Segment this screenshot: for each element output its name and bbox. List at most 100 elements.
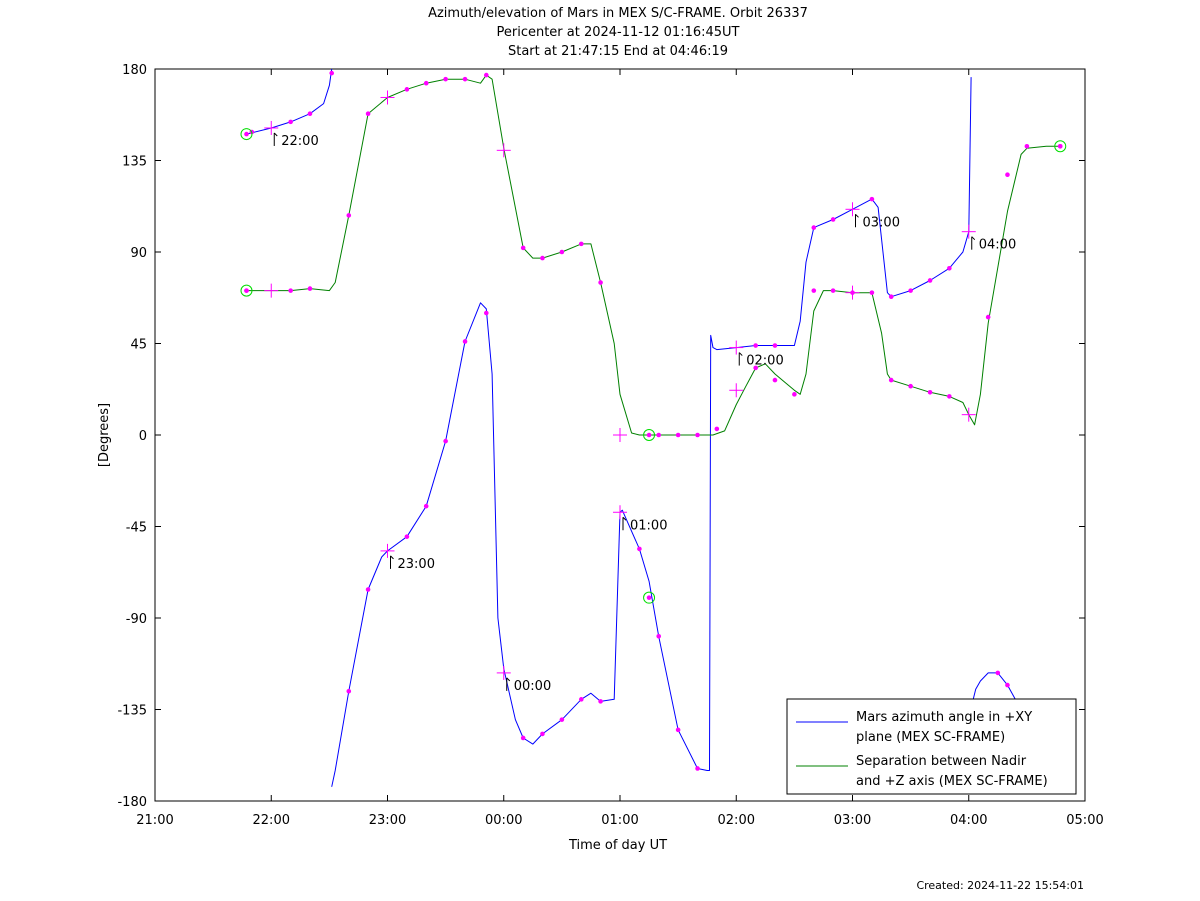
data-point-marker <box>656 432 662 438</box>
data-point-marker <box>484 310 489 316</box>
x-tick-label: 23:00 <box>369 813 406 828</box>
event-circle-center <box>244 288 249 293</box>
hour-label: 22:00 <box>281 134 318 149</box>
legend-box <box>786 698 1077 795</box>
data-point-marker <box>578 697 584 702</box>
y-tick-label: 180 <box>122 63 147 78</box>
y-tick-label: 90 <box>130 246 147 261</box>
separation-series-line <box>246 74 1061 436</box>
created-timestamp: Created: 2024-11-22 15:54:01 <box>916 879 1084 892</box>
data-point-marker <box>346 213 352 218</box>
data-point-marker <box>346 688 352 694</box>
data-point-marker <box>484 72 489 78</box>
data-point-marker <box>1005 172 1010 178</box>
axis-layer: 21:00 22:00 23:00 00:00 01:00 02:00 03:00 04:00… <box>117 63 1103 828</box>
data-point-marker <box>462 339 468 344</box>
hour-label: 00:00 <box>514 679 551 694</box>
data-point-marker <box>695 766 700 771</box>
data-point-marker <box>423 80 429 86</box>
data-point-marker <box>753 343 758 348</box>
hour-label-pointer-head <box>738 352 743 356</box>
x-tick-label: 03:00 <box>834 813 871 828</box>
hour-label: 03:00 <box>863 215 900 230</box>
data-point-marker <box>329 70 335 76</box>
hour-label-pointer-head <box>390 555 394 560</box>
data-point-marker <box>811 288 817 293</box>
data-point-marker <box>869 196 875 202</box>
y-tick-label: -90 <box>126 612 147 627</box>
data-point-marker <box>520 735 526 741</box>
y-tick-label: 0 <box>139 429 147 444</box>
legend-label-azimuth-line-1: Mars azimuth angle in +XY <box>856 710 1032 725</box>
data-point-marker <box>811 225 817 230</box>
data-point-marker <box>365 587 371 592</box>
x-tick-label: 01:00 <box>601 813 638 828</box>
data-point-marker <box>559 249 565 255</box>
x-tick-label: 04:00 <box>950 813 987 828</box>
data-point-marker <box>908 383 913 389</box>
legend-label-separation-line-2: and +Z axis (MEX SC-FRAME) <box>856 774 1048 789</box>
chart-title-line-2: Pericenter at 2024-11-12 01:16:45UT <box>496 25 739 40</box>
data-point-marker <box>675 432 681 438</box>
hour-label: 01:00 <box>630 518 667 533</box>
chart-title-line-3: Start at 21:47:15 End at 04:46:19 <box>508 44 728 59</box>
event-circle-center <box>646 595 652 600</box>
data-point-marker <box>753 365 758 371</box>
event-circle-marker <box>240 284 253 297</box>
event-circle-center <box>646 432 652 438</box>
marker-layer: 22:00 23:00 00:00 01:00 02:00 03:00 04:00 <box>240 70 1067 771</box>
data-point-marker <box>637 546 642 552</box>
data-point-marker <box>423 503 429 509</box>
chart-title-line-1: Azimuth/elevation of Mars in MEX S/C-FRA… <box>428 6 808 21</box>
hour-label-pointer-head <box>506 677 511 682</box>
legend-label-azimuth-line-2: plane (MEX SC-FRAME) <box>856 730 1005 745</box>
data-point-marker <box>598 280 603 285</box>
y-axis-label: [Degrees] <box>97 403 112 467</box>
y-tick-label: -180 <box>117 795 147 810</box>
x-tick-label: 22:00 <box>253 813 290 828</box>
data-point-marker <box>404 534 410 539</box>
data-point-marker <box>888 377 894 383</box>
data-point-marker <box>578 241 584 247</box>
data-point-marker <box>1024 143 1030 149</box>
data-point-marker <box>869 290 875 295</box>
data-point-marker <box>947 265 952 271</box>
event-circle-marker <box>240 128 253 141</box>
data-point-marker <box>598 699 603 704</box>
x-tick-label: 02:00 <box>718 813 755 828</box>
data-point-marker <box>1005 682 1010 688</box>
data-point-marker <box>985 314 991 320</box>
data-point-marker <box>947 394 952 399</box>
hour-label: 02:00 <box>746 354 783 369</box>
data-point-marker <box>365 111 371 117</box>
data-point-marker <box>540 255 545 261</box>
legend: Mars azimuth angle in +XY plane (MEX SC-… <box>786 698 1077 795</box>
data-point-marker <box>995 670 1001 676</box>
data-point-marker <box>675 727 681 733</box>
data-point-marker <box>792 392 797 397</box>
data-point-marker <box>772 343 778 348</box>
data-point-marker <box>927 390 933 395</box>
data-point-marker <box>695 432 700 438</box>
legend-label-separation-line-1: Separation between Nadir <box>856 754 1027 769</box>
data-point-marker <box>927 278 933 283</box>
data-point-marker <box>830 217 836 222</box>
data-point-marker <box>404 87 410 92</box>
hour-label-pointer-head <box>971 236 976 241</box>
y-tick-label: -45 <box>126 521 147 536</box>
event-circle-center <box>1057 143 1063 149</box>
x-tick-label: 05:00 <box>1066 813 1103 828</box>
data-point-marker <box>656 634 662 639</box>
data-point-marker <box>307 286 313 291</box>
data-point-marker <box>462 76 468 82</box>
data-point-marker <box>540 731 545 737</box>
event-circle-marker <box>643 429 656 441</box>
y-tick-label: -135 <box>117 704 147 719</box>
y-tick-label: 45 <box>130 338 147 353</box>
data-point-marker <box>307 111 313 117</box>
hour-label: 23:00 <box>398 557 435 572</box>
hour-label: 04:00 <box>979 238 1016 253</box>
x-tick-label: 21:00 <box>136 813 173 828</box>
hour-label-pointer-head <box>855 213 859 218</box>
